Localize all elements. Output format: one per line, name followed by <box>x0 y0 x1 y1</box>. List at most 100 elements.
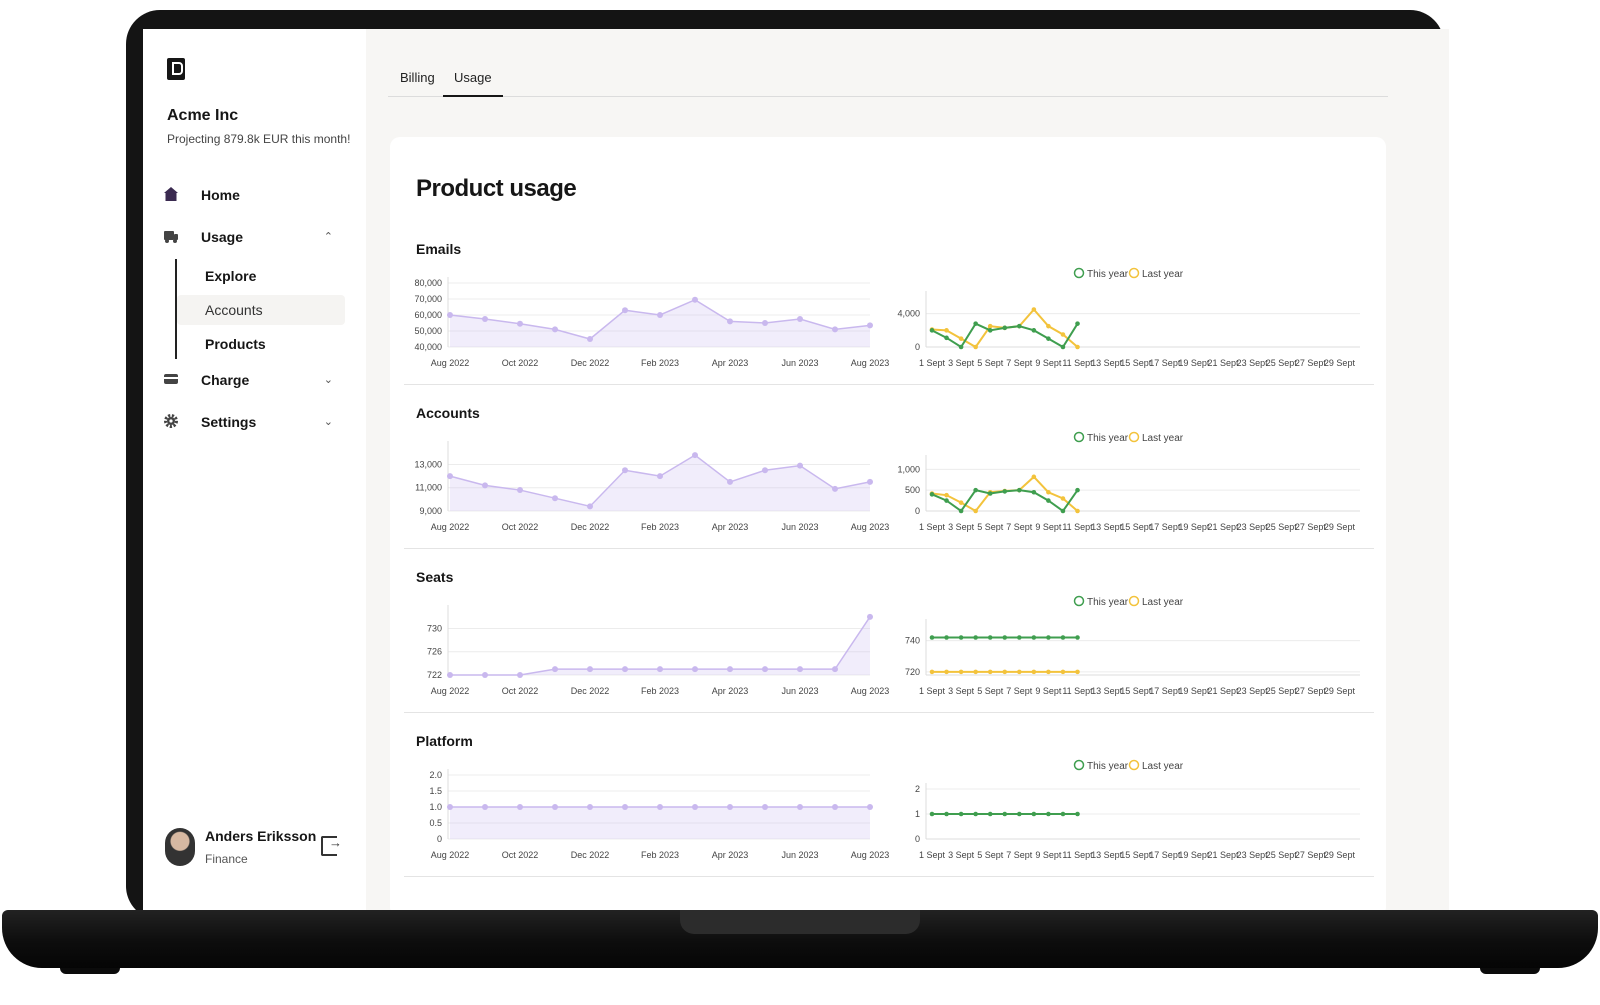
nav-usage[interactable]: Usage ⌃ <box>163 222 343 252</box>
data-point <box>1046 323 1051 329</box>
nav-charge[interactable]: Charge ⌄ <box>163 365 343 395</box>
x-tick-label: Oct 2022 <box>502 358 539 368</box>
y-tick-label: 2 <box>915 784 920 794</box>
data-point <box>832 666 838 673</box>
legend-label: This year <box>1087 269 1129 280</box>
tab-billing[interactable]: Billing <box>400 70 435 85</box>
section-title: Seats <box>416 569 454 585</box>
data-point <box>867 322 873 329</box>
y-tick-label: 11,000 <box>415 483 442 493</box>
x-tick-label: 15 Sept <box>1120 522 1152 532</box>
org-name: Acme Inc <box>167 107 239 124</box>
x-tick-label: Oct 2022 <box>502 522 539 532</box>
data-point <box>1075 344 1080 350</box>
area-fill <box>450 299 870 347</box>
data-point <box>1031 489 1037 495</box>
data-point <box>727 804 733 810</box>
data-point <box>622 307 628 314</box>
x-tick-label: 3 Sept <box>948 522 975 532</box>
chevron-up-icon[interactable]: ⌃ <box>323 231 333 243</box>
data-point <box>447 672 453 678</box>
seats-monthly-chart: 722 726 730 Aug 2022 Oct 2022 Dec 2022 Feb 202… <box>427 605 890 696</box>
legend-marker <box>1128 759 1140 771</box>
usage-card: Product usage Emails 40,000 50,000 60,000 7… <box>390 137 1386 910</box>
data-point <box>1031 635 1037 640</box>
data-point <box>944 328 949 333</box>
nav-accounts[interactable]: Accounts <box>177 295 345 325</box>
x-tick-label: Dec 2022 <box>571 522 610 532</box>
x-tick-label: 25 Sept <box>1266 358 1298 368</box>
x-tick-label: 27 Sept <box>1295 686 1327 696</box>
data-point <box>1002 325 1008 331</box>
data-point <box>1075 487 1080 493</box>
platform-section: Platform 0 0.5 1.0 1.5 2.0 Aug 2022 Oct 2022 De… <box>404 733 1374 877</box>
x-tick-label: Dec 2022 <box>571 686 610 696</box>
nav-settings[interactable]: Settings ⌄ <box>163 407 343 437</box>
data-point <box>587 666 593 673</box>
data-point <box>517 804 523 810</box>
data-point <box>929 811 935 817</box>
data-point <box>657 804 663 810</box>
logout-icon[interactable] <box>321 835 342 856</box>
data-point <box>944 811 949 817</box>
data-point <box>1060 508 1066 514</box>
accounts-section: Accounts 9,000 11,000 13,000 Aug 2022 Oct 20… <box>404 405 1374 549</box>
data-point <box>727 318 733 325</box>
x-tick-label: Aug 2023 <box>851 686 890 696</box>
data-point <box>1075 321 1080 326</box>
legend-marker <box>1128 431 1140 443</box>
nav-home-label: Home <box>201 187 240 203</box>
data-point <box>1075 508 1080 514</box>
x-tick-label: 23 Sept <box>1237 850 1269 860</box>
data-point <box>552 326 558 333</box>
x-tick-label: 7 Sept <box>1006 850 1033 860</box>
data-point <box>692 804 698 810</box>
user-profile[interactable]: Anders Eriksson Finance <box>165 826 355 870</box>
y-tick-label: 9,000 <box>419 506 442 516</box>
app-logo[interactable] <box>167 58 185 80</box>
user-role: Finance <box>205 852 248 866</box>
x-tick-label: 19 Sept <box>1178 358 1210 368</box>
x-tick-label: 23 Sept <box>1237 358 1269 368</box>
data-point <box>958 336 964 341</box>
nav-settings-label: Settings <box>201 414 257 430</box>
data-point <box>1002 489 1008 494</box>
nav-charge-label: Charge <box>201 372 250 388</box>
data-point <box>657 312 663 318</box>
data-point <box>1075 811 1080 817</box>
x-tick-label: 9 Sept <box>1035 850 1062 860</box>
chevron-down-icon[interactable]: ⌄ <box>323 416 333 428</box>
data-point <box>944 498 949 503</box>
nav-products[interactable]: Products <box>205 336 266 352</box>
data-point <box>973 508 978 514</box>
x-tick-label: 11 Sept <box>1062 358 1093 368</box>
x-tick-label: Oct 2022 <box>502 850 539 860</box>
data-point <box>762 467 768 474</box>
data-point <box>987 328 993 333</box>
data-point <box>1060 344 1066 350</box>
data-point <box>1002 635 1008 640</box>
chevron-down-icon[interactable]: ⌄ <box>323 374 333 386</box>
nav-explore[interactable]: Explore <box>205 268 257 284</box>
x-tick-label: 23 Sept <box>1237 522 1269 532</box>
emails-monthly-chart: 40,000 50,000 60,000 70,000 80,000 Aug 2022 Oc… <box>414 277 889 368</box>
data-point <box>958 669 964 675</box>
data-point <box>482 672 488 678</box>
nav-home[interactable]: Home <box>163 180 343 210</box>
y-tick-label: 722 <box>427 670 442 680</box>
x-tick-label: Dec 2022 <box>571 358 610 368</box>
page-title: Product usage <box>416 175 577 202</box>
y-tick-label: 70,000 <box>414 294 442 304</box>
x-tick-label: 27 Sept <box>1295 522 1327 532</box>
tab-usage[interactable]: Usage <box>443 70 503 97</box>
data-point <box>762 320 768 326</box>
x-tick-label: 7 Sept <box>1006 522 1033 532</box>
y-tick-label: 2.0 <box>429 770 442 780</box>
data-point <box>987 491 993 496</box>
data-point <box>482 482 488 489</box>
legend-label: This year <box>1087 761 1129 772</box>
data-point <box>929 669 935 675</box>
x-tick-label: Jun 2023 <box>781 358 818 368</box>
data-point <box>973 321 978 326</box>
laptop-foot-right <box>1480 968 1540 974</box>
